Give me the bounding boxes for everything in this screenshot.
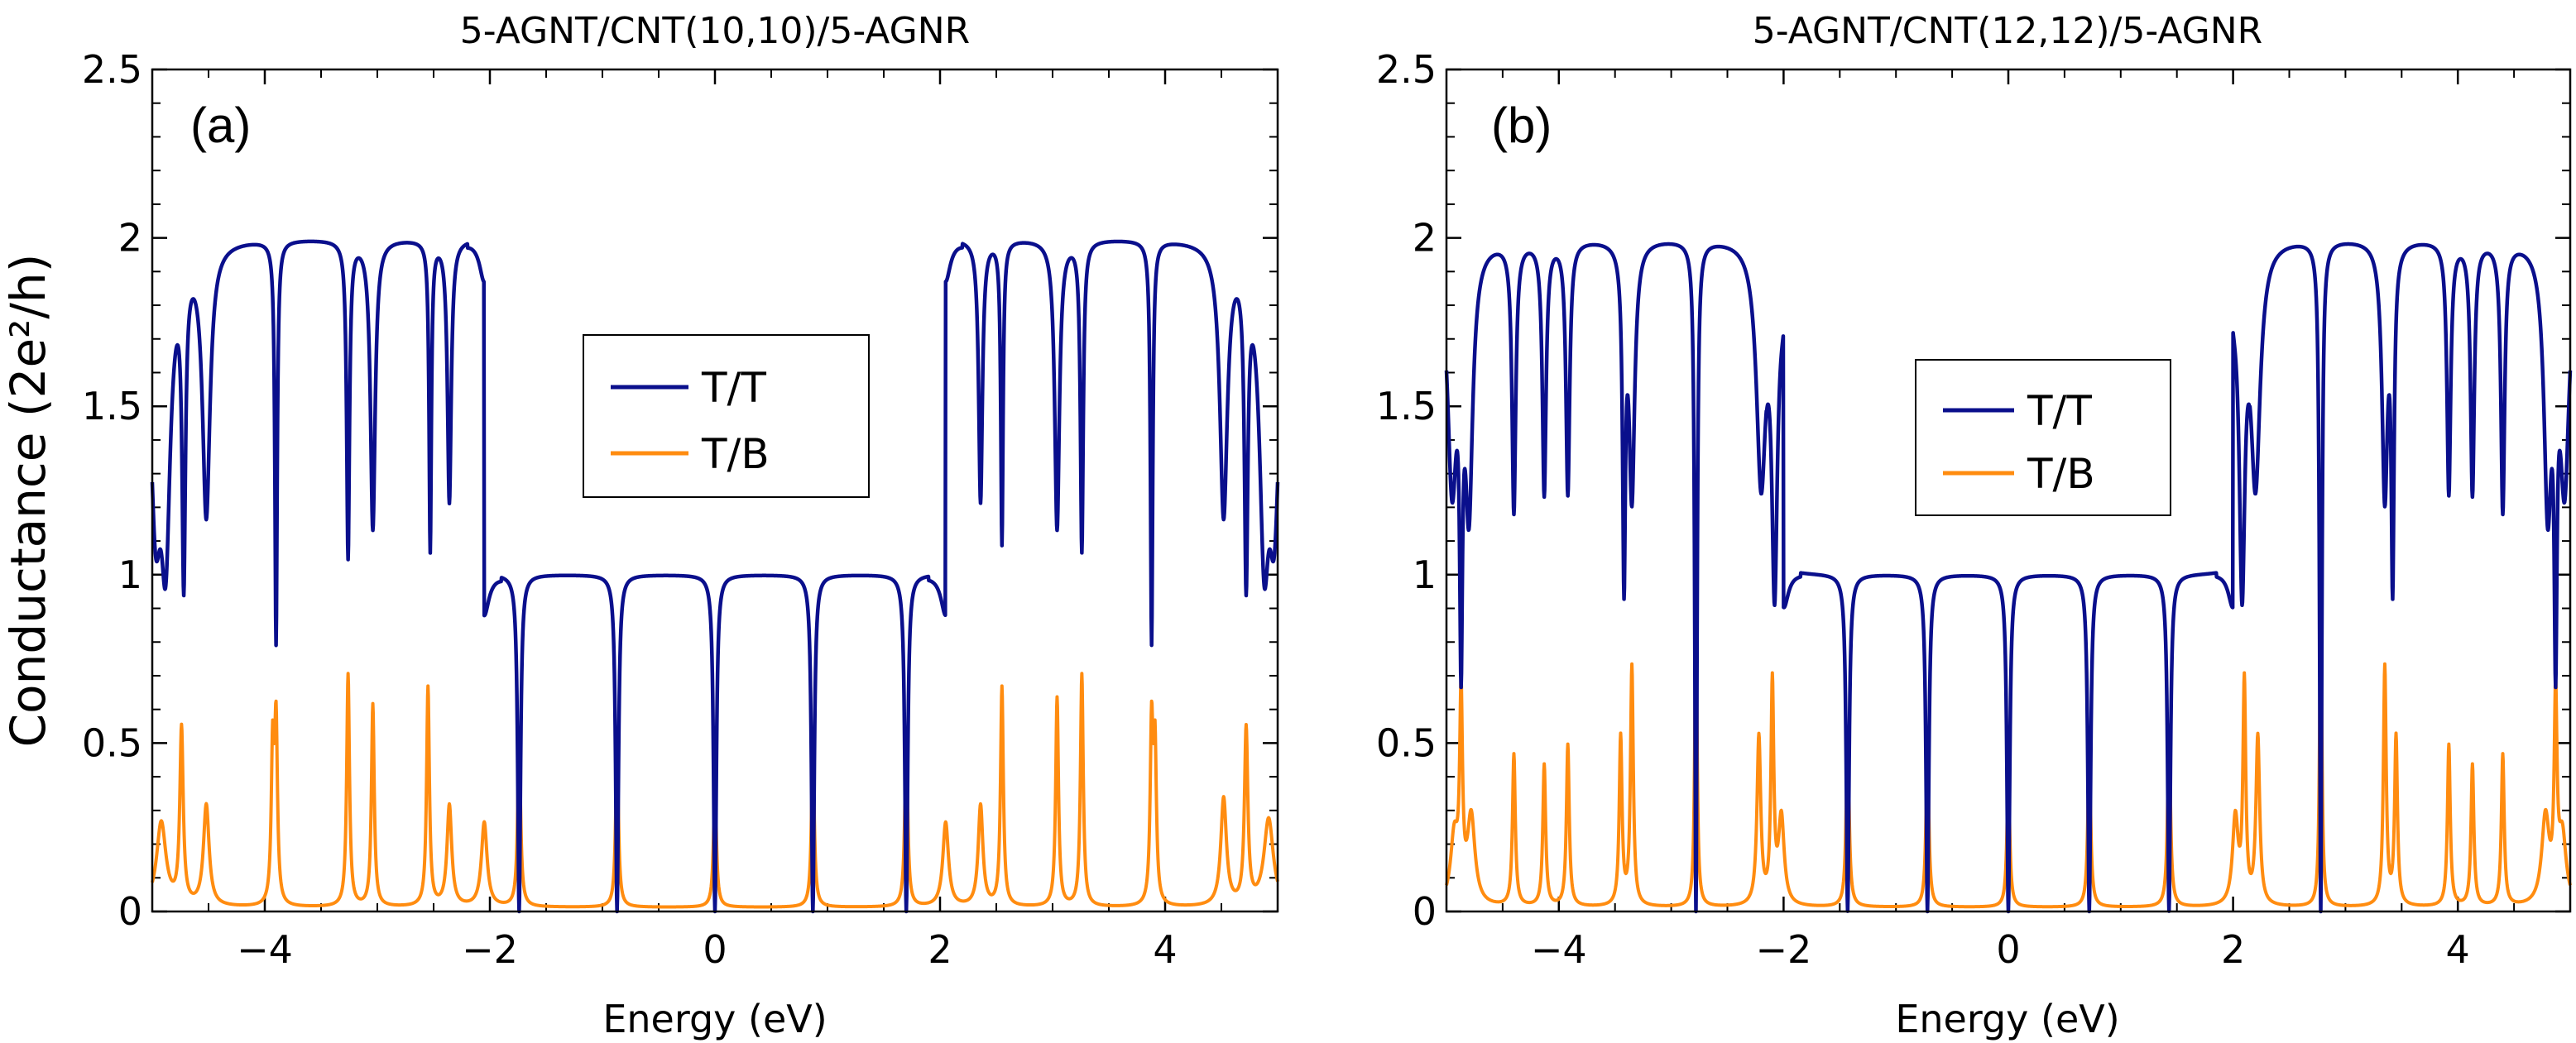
x-tick-label: −2 bbox=[462, 927, 518, 972]
x-tick-label: −2 bbox=[1755, 927, 1811, 972]
y-tick-label: 0.5 bbox=[1376, 720, 1437, 765]
y-tick-label: 0.5 bbox=[82, 720, 142, 765]
panel-a-label: (a) bbox=[190, 98, 251, 153]
panel-b-series bbox=[1444, 242, 2573, 914]
series-line-tt bbox=[1444, 242, 2573, 914]
panel-a-legend-label-tt: T/T bbox=[701, 364, 766, 412]
panel-a-ticks: −4 −2 0 2 4 0 0.5 1 1.5 2 2.5 bbox=[82, 47, 1278, 972]
panel-b: 5-AGNT/CNT(12,12)/5-AGNR Energy (eV) −4−… bbox=[1376, 10, 2573, 1041]
y-tick-label: 1.5 bbox=[1376, 384, 1437, 428]
x-tick-label: −4 bbox=[237, 927, 293, 972]
panel-a: 5-AGNT/CNT(10,10)/5-AGNR Conductance (2e… bbox=[0, 10, 1280, 1041]
x-tick-label: 2 bbox=[928, 927, 952, 972]
panel-a-legend: T/T T/B bbox=[583, 334, 870, 498]
panel-a-title: 5-AGNT/CNT(10,10)/5-AGNR bbox=[460, 10, 970, 52]
x-tick-label: 0 bbox=[1996, 927, 2020, 972]
panel-a-legend-box bbox=[583, 334, 870, 498]
panel-b-title: 5-AGNT/CNT(12,12)/5-AGNR bbox=[1753, 10, 2262, 52]
x-tick-label: 2 bbox=[2221, 927, 2245, 972]
y-tick-label: 1 bbox=[118, 553, 142, 597]
y-tick-label: 1.5 bbox=[82, 384, 142, 428]
x-tick-label: −4 bbox=[1531, 927, 1587, 972]
y-tick-label: 0 bbox=[1413, 889, 1437, 934]
panel-b-frame bbox=[1445, 68, 2572, 913]
panel-a-x-axis-label: Energy (eV) bbox=[602, 997, 827, 1041]
panel-b-legend-box bbox=[1915, 359, 2171, 516]
y-tick-label: 2.5 bbox=[1376, 47, 1437, 92]
panel-b-legend: T/T T/B bbox=[1915, 359, 2171, 516]
panel-b-x-axis-label: Energy (eV) bbox=[1895, 997, 2119, 1041]
x-tick-label: 4 bbox=[1153, 927, 1177, 972]
y-axis-label: Conductance (2e²/h) bbox=[0, 254, 56, 748]
y-tick-label: 0 bbox=[118, 889, 142, 934]
y-tick-label: 2 bbox=[1413, 216, 1437, 261]
panel-b-legend-label-tt: T/T bbox=[2027, 387, 2092, 435]
x-tick-label: 4 bbox=[2446, 927, 2470, 972]
panel-b-label: (b) bbox=[1491, 98, 1552, 153]
y-tick-label: 2.5 bbox=[82, 47, 142, 92]
panel-a-frame bbox=[151, 68, 1279, 913]
x-tick-label: 0 bbox=[703, 927, 727, 972]
panel-b-legend-label-tb: T/B bbox=[2027, 450, 2095, 498]
panel-b-ticks: −4 −2 0 2 4 0 0.5 1 1.5 2 2.5 bbox=[1376, 47, 2571, 972]
panel-a-legend-label-tb: T/B bbox=[701, 430, 770, 478]
y-tick-label: 1 bbox=[1413, 553, 1437, 597]
y-tick-label: 2 bbox=[118, 216, 142, 261]
